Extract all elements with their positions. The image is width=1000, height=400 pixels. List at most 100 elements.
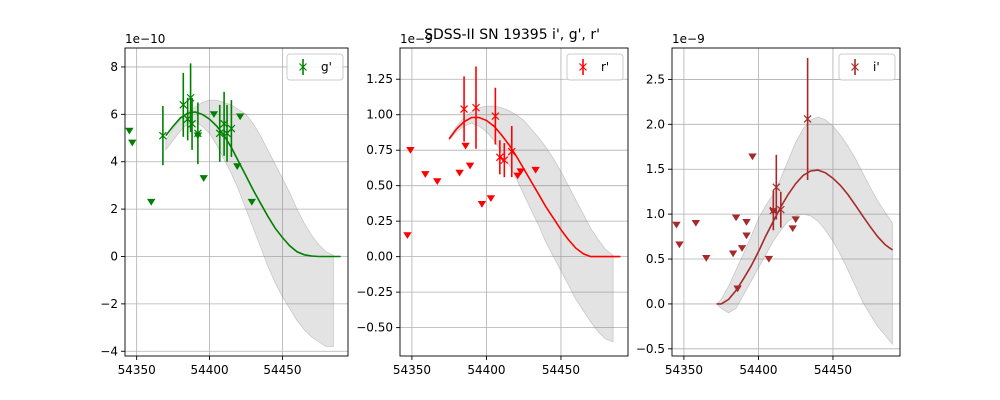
- y-tick-label: 0.0: [646, 297, 665, 311]
- detection-marker: [491, 112, 500, 121]
- y-tick-label: 0.25: [366, 214, 393, 228]
- x-tick-label: 54350: [118, 363, 156, 377]
- legend-marker: [299, 63, 307, 71]
- subplot-1: 54350 54400 54450 −4 −2 0 2 4 6 8 1e−10 g': [100, 32, 349, 377]
- axes-frame: [124, 47, 349, 357]
- x-tick-label: 54450: [814, 363, 852, 377]
- detection-marker: [495, 153, 504, 162]
- detection-marker: [507, 147, 516, 156]
- y-tick-label: 0: [110, 249, 118, 263]
- legend-box: [838, 53, 896, 81]
- plot-area: [403, 66, 621, 343]
- detection-marker: [472, 103, 480, 112]
- detection-marker: [227, 124, 236, 133]
- y-tick-label: −0.5: [636, 342, 665, 356]
- detection-marker: [158, 131, 167, 140]
- upper-limit-marker: [209, 111, 219, 118]
- y-tick-label: −4: [100, 344, 118, 358]
- y-tick-label: 6: [110, 107, 118, 121]
- detection-marker: [215, 129, 224, 138]
- x-tick-label: 54400: [190, 363, 228, 377]
- upper-limit-marker: [199, 175, 208, 182]
- plots-group: 54350 54400 54450 −4 −2 0 2 4 6 8 1e−10 g' 54350 5440…: [100, 32, 901, 377]
- y-tick-label: 1.00: [366, 108, 393, 122]
- x-tick-label: 54350: [665, 363, 703, 377]
- detection-marker: [500, 156, 509, 165]
- legend-marker: [579, 63, 587, 71]
- y-tick-label: 0.50: [366, 179, 393, 193]
- legend-box: [566, 53, 624, 81]
- x-tick-label: 54350: [393, 363, 431, 377]
- detection-marker: [179, 100, 188, 109]
- upper-limit-marker: [691, 219, 701, 227]
- upper-limit-marker: [728, 250, 738, 258]
- upper-limit-marker: [433, 178, 442, 185]
- axis-offset-text: 1e−10: [125, 32, 165, 46]
- detection-marker: [460, 105, 469, 113]
- upper-limit-marker: [465, 162, 475, 170]
- legend-label: r': [601, 60, 609, 74]
- y-tick-label: 8: [110, 60, 118, 74]
- x-tick-label: 54450: [542, 363, 580, 377]
- upper-limit-marker: [737, 245, 747, 252]
- upper-limit-marker: [147, 198, 156, 206]
- legend-label: i': [873, 60, 880, 74]
- x-tick-label: 54400: [739, 363, 777, 377]
- legend: r': [566, 53, 624, 81]
- upper-limit-marker: [486, 195, 496, 203]
- upper-limit-marker: [742, 232, 751, 240]
- plot-area: [125, 63, 341, 347]
- upper-limit-marker: [672, 221, 681, 229]
- detection-marker: [776, 205, 785, 214]
- legend: i': [838, 53, 896, 81]
- axis-offset-text: 1e−9: [672, 32, 705, 46]
- subplot-3: 54350 54400 54450 −0.5 0.0 0.5 1.0 1.5 2.0 2.5 1e−…: [636, 32, 901, 377]
- upper-limit-marker: [764, 255, 774, 263]
- legend-label: g': [321, 60, 332, 74]
- upper-limit-marker: [477, 200, 487, 208]
- upper-limit-marker: [128, 139, 137, 147]
- legend-marker: [851, 63, 859, 71]
- upper-limit-marker: [235, 113, 245, 121]
- y-tick-label: 4: [110, 155, 118, 169]
- y-tick-label: 0.00: [366, 250, 393, 264]
- detection-marker: [803, 115, 812, 123]
- upper-limit-marker: [731, 214, 741, 222]
- upper-limit-marker: [733, 285, 742, 293]
- upper-limit-marker: [125, 127, 134, 135]
- y-tick-label: −0.50: [356, 321, 393, 335]
- detection-marker: [193, 129, 202, 138]
- y-tick-label: 0.5: [646, 252, 665, 266]
- model-curve: [716, 169, 893, 305]
- upper-limit-marker: [516, 168, 525, 176]
- uncertainty-band: [716, 116, 893, 346]
- detection-marker: [188, 119, 196, 128]
- y-tick-label: −0.25: [356, 285, 393, 299]
- y-tick-label: 2.5: [646, 72, 665, 86]
- x-tick-label: 54400: [467, 363, 505, 377]
- detection-marker: [772, 183, 781, 192]
- upper-limit-marker: [748, 153, 757, 161]
- upper-limit-marker: [247, 198, 257, 206]
- y-tick-label: 2: [110, 202, 118, 216]
- upper-limit-marker: [788, 225, 797, 233]
- upper-limit-marker: [742, 219, 751, 226]
- y-tick-label: 1.5: [646, 162, 665, 176]
- axes-frame: [671, 47, 901, 357]
- legend: g': [286, 53, 344, 81]
- upper-limit-marker: [513, 172, 522, 180]
- y-tick-label: 2.0: [646, 117, 665, 131]
- upper-limit-marker: [461, 142, 470, 150]
- detection-marker: [186, 93, 195, 102]
- plot-area: [672, 57, 893, 346]
- y-tick-label: 0.75: [366, 143, 393, 157]
- upper-limit-marker: [675, 241, 684, 249]
- upper-limit-marker: [406, 147, 415, 154]
- upper-limit-marker: [403, 232, 412, 239]
- y-tick-label: 1.0: [646, 207, 665, 221]
- subplot-2: 54350 54400 54450 −0.50 −0.25 0.00 0.25 0.50 0.7…: [356, 32, 629, 377]
- uncertainty-band: [448, 105, 614, 343]
- axes-frame: [399, 47, 629, 357]
- upper-limit-marker: [421, 171, 430, 178]
